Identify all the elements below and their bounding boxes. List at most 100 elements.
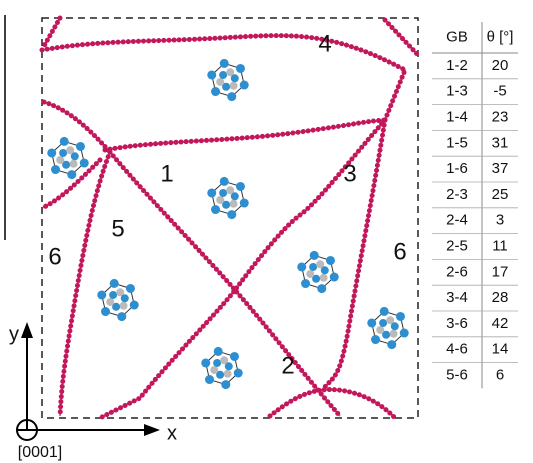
table-cell: 2-3 bbox=[446, 186, 468, 203]
table-header: θ [°] bbox=[487, 28, 514, 45]
table-cell: 3 bbox=[496, 212, 504, 229]
atom bbox=[330, 273, 339, 282]
table-cell: 1-3 bbox=[446, 83, 468, 100]
atom bbox=[213, 359, 221, 367]
atom bbox=[367, 318, 376, 327]
atom bbox=[130, 301, 139, 310]
table-cell: 6 bbox=[496, 366, 504, 383]
atom bbox=[321, 266, 329, 274]
table-cell: 31 bbox=[492, 134, 509, 151]
lattice-icon bbox=[207, 177, 248, 219]
atom bbox=[67, 170, 76, 179]
table-cell: 1-5 bbox=[446, 134, 468, 151]
table-cell: 42 bbox=[492, 315, 509, 332]
atom bbox=[236, 182, 245, 191]
lattice-icon bbox=[201, 347, 242, 389]
atom bbox=[400, 329, 409, 338]
table-cell: 2-4 bbox=[446, 212, 468, 229]
grain-label: 4 bbox=[318, 30, 331, 57]
grain-label: 6 bbox=[48, 243, 61, 270]
atom bbox=[211, 87, 220, 96]
table-cell: -5 bbox=[493, 83, 506, 100]
table-cell: 11 bbox=[492, 237, 508, 254]
axis-label: x bbox=[167, 422, 177, 444]
grain-label: 5 bbox=[111, 215, 124, 242]
atom bbox=[371, 335, 380, 344]
table-cell: 4-6 bbox=[446, 341, 468, 358]
atom bbox=[97, 290, 106, 299]
table-cell: 25 bbox=[492, 186, 509, 203]
atom bbox=[227, 92, 236, 101]
atom bbox=[380, 307, 389, 316]
table-cell: 14 bbox=[492, 341, 509, 358]
table-cell: 17 bbox=[492, 263, 509, 280]
atom bbox=[231, 192, 239, 200]
grain-label: 6 bbox=[393, 238, 406, 265]
atom bbox=[106, 298, 114, 306]
atom bbox=[59, 149, 67, 157]
grain-boundary bbox=[385, 20, 418, 55]
table-cell: 1-4 bbox=[446, 108, 468, 125]
axes-triad bbox=[17, 322, 160, 440]
grain-label: 1 bbox=[160, 160, 173, 187]
atom bbox=[216, 196, 224, 204]
atom bbox=[309, 263, 317, 271]
atom bbox=[56, 156, 64, 164]
atom bbox=[230, 200, 238, 208]
grain-boundary bbox=[44, 18, 60, 46]
table-cell: 28 bbox=[492, 289, 509, 306]
atom bbox=[225, 362, 233, 370]
atom bbox=[71, 152, 79, 160]
atom bbox=[126, 284, 135, 293]
atom bbox=[306, 270, 314, 278]
atom bbox=[301, 279, 310, 288]
atom bbox=[390, 330, 398, 338]
table-cell: 5-6 bbox=[446, 366, 468, 383]
axis-label: y bbox=[9, 323, 19, 345]
atom bbox=[230, 352, 239, 361]
grain-label: 2 bbox=[281, 352, 294, 379]
atom bbox=[236, 64, 245, 73]
atom bbox=[320, 274, 328, 282]
atom bbox=[51, 165, 60, 174]
figure: 4 1 3 5 6 6 2 y x [0001] GBθ [°]1-2201-3… bbox=[0, 0, 533, 463]
atom bbox=[109, 291, 117, 299]
grain-boundary bbox=[42, 160, 100, 208]
atom bbox=[216, 78, 224, 86]
atom bbox=[231, 74, 239, 82]
atom bbox=[207, 188, 216, 197]
atom bbox=[47, 148, 56, 157]
grain-boundary bbox=[105, 120, 385, 150]
atom bbox=[379, 319, 387, 327]
lattice-icon bbox=[207, 59, 248, 101]
atom bbox=[219, 71, 227, 79]
table-cell: 37 bbox=[492, 160, 509, 177]
atom bbox=[387, 340, 396, 349]
atom bbox=[396, 312, 405, 321]
lattice-icon bbox=[297, 251, 338, 293]
atom bbox=[201, 358, 210, 367]
atom bbox=[70, 160, 78, 168]
zone-axis-label: [0001] bbox=[18, 444, 62, 461]
atom bbox=[210, 366, 218, 374]
table-cell: 23 bbox=[492, 108, 509, 125]
table-cell: 1-2 bbox=[446, 57, 468, 74]
atom bbox=[310, 251, 319, 260]
atom bbox=[220, 177, 229, 186]
table-cell: 20 bbox=[492, 57, 509, 74]
atom bbox=[120, 302, 128, 310]
atom bbox=[110, 279, 119, 288]
atom bbox=[80, 159, 89, 168]
atom bbox=[297, 262, 306, 271]
grain-label: 3 bbox=[343, 160, 356, 187]
atom bbox=[240, 199, 249, 208]
atom bbox=[326, 256, 335, 265]
atom bbox=[211, 205, 220, 214]
table-cell: 3-4 bbox=[446, 289, 468, 306]
atom bbox=[60, 137, 69, 146]
atom bbox=[117, 312, 126, 321]
atom bbox=[101, 307, 110, 316]
table-cell: 1-6 bbox=[446, 160, 468, 177]
table-cell: 2-5 bbox=[446, 237, 468, 254]
atom bbox=[234, 369, 243, 378]
